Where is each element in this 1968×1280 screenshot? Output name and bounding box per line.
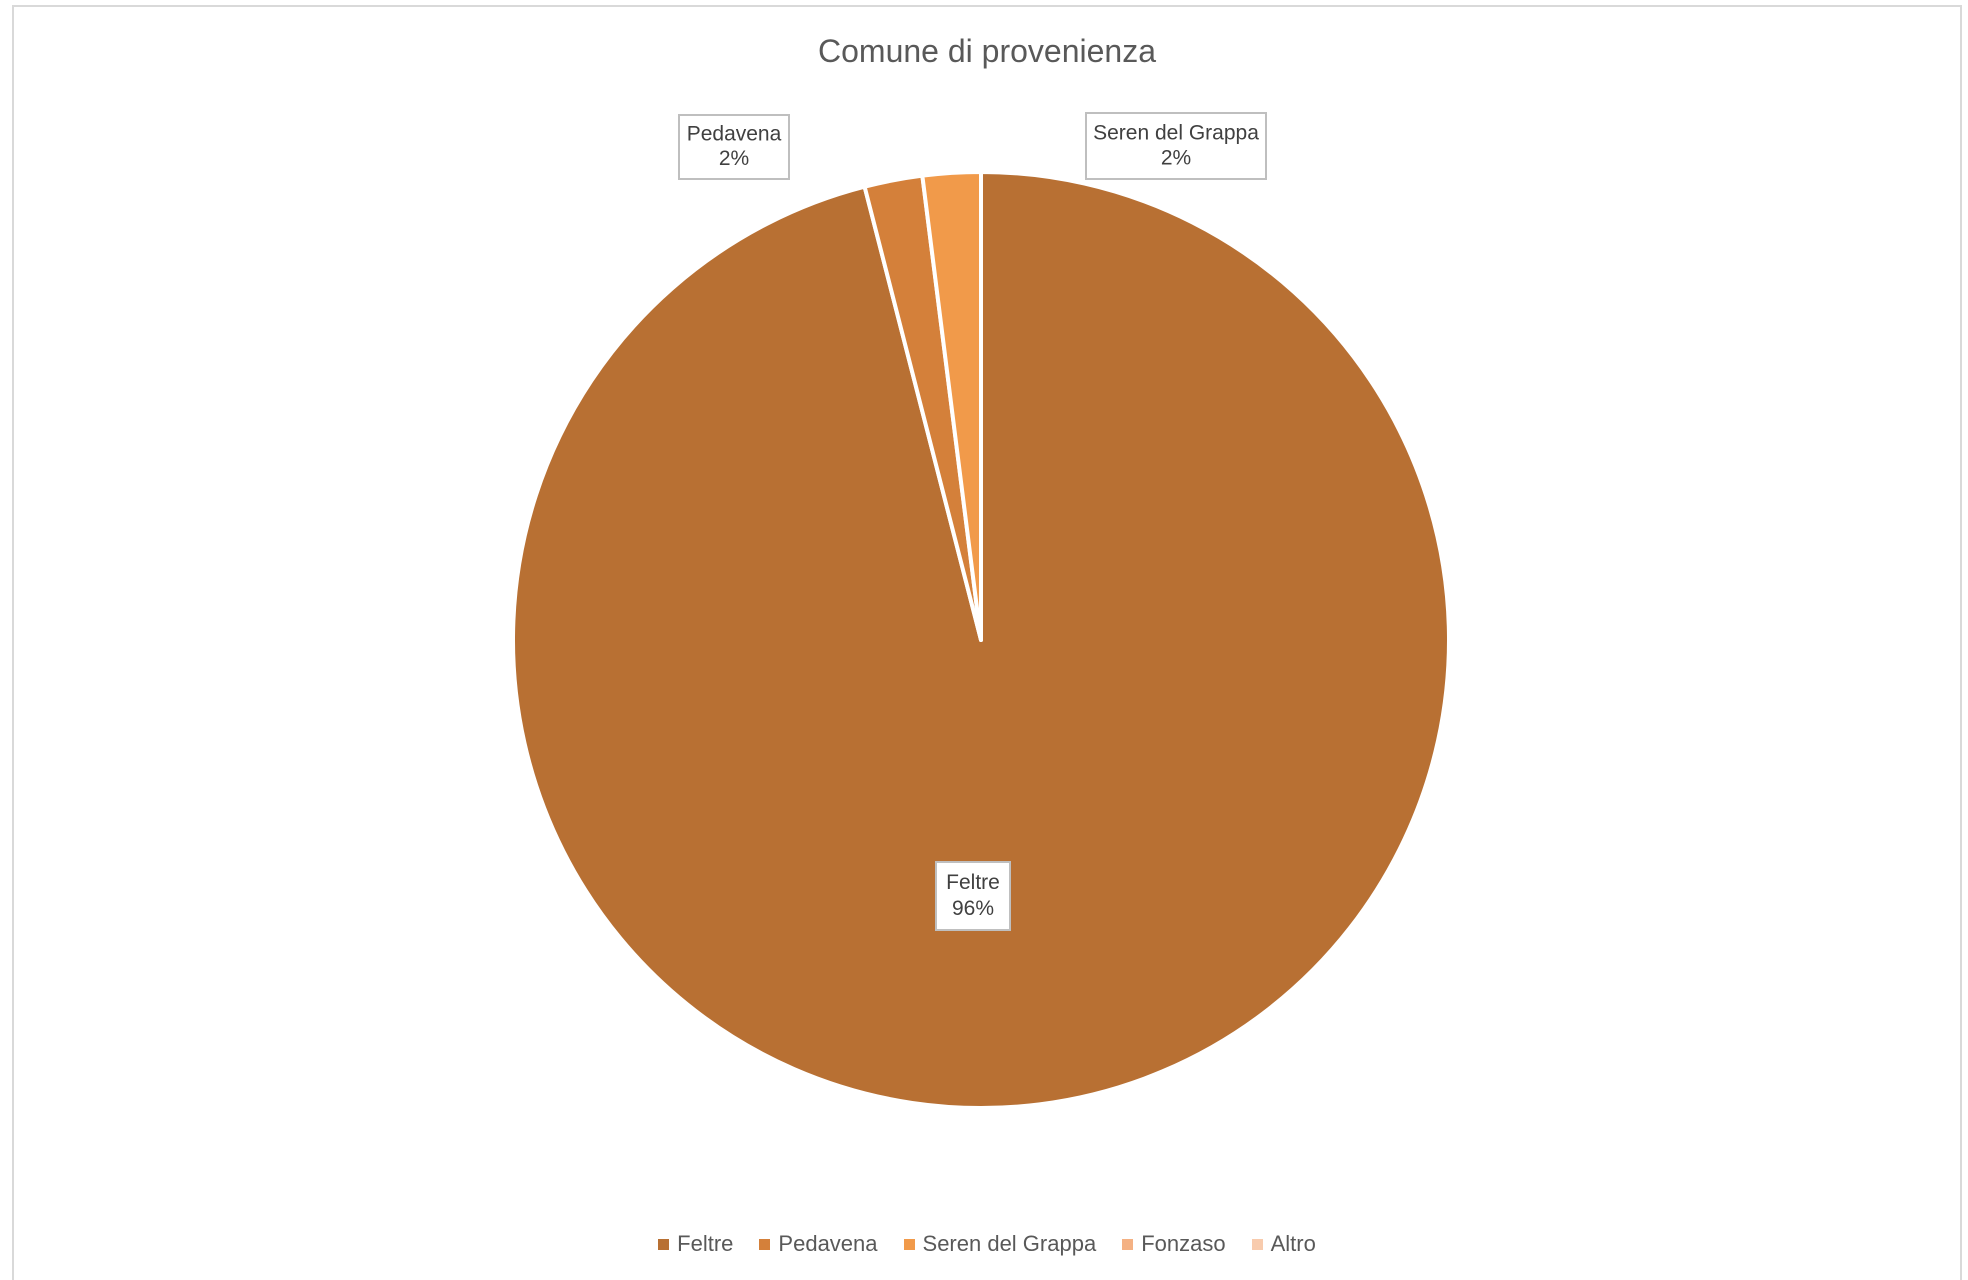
data-label-name-feltre: Feltre <box>946 871 1000 894</box>
data-label-feltre: Feltre 96% <box>935 861 1011 931</box>
legend-label-seren-del-grappa: Seren del Grappa <box>922 1231 1097 1256</box>
legend: Feltre Pedavena Seren del Grappa Fonzaso Alt… <box>14 1231 1960 1257</box>
legend-swatch-feltre <box>658 1238 670 1250</box>
data-label-value-seren-del-grappa: 2% <box>1161 146 1191 169</box>
legend-swatch-pedavena <box>759 1238 771 1250</box>
data-label-value-feltre: 96% <box>952 897 994 920</box>
legend-label-pedavena: Pedavena <box>778 1231 878 1256</box>
legend-label-feltre: Feltre <box>677 1231 734 1256</box>
legend-item-pedavena: Pedavena <box>759 1231 878 1257</box>
legend-label-altro: Altro <box>1270 1231 1316 1256</box>
chart-area: Comune di provenienza Feltre 96% Pedavena 2… <box>12 5 1962 1280</box>
data-label-value-pedavena: 2% <box>719 147 749 170</box>
data-label-name-pedavena: Pedavena <box>687 123 782 146</box>
legend-item-feltre: Feltre <box>658 1231 733 1257</box>
legend-swatch-altro <box>1251 1238 1263 1250</box>
legend-swatch-seren-del-grappa <box>903 1238 915 1250</box>
legend-item-altro: Altro <box>1251 1231 1316 1257</box>
data-label-name-seren-del-grappa: Seren del Grappa <box>1093 121 1259 144</box>
legend-item-fonzaso: Fonzaso <box>1122 1231 1226 1257</box>
legend-swatch-fonzaso <box>1122 1238 1134 1250</box>
pie-slice-seren-del-grappa <box>920 170 983 642</box>
legend-label-fonzaso: Fonzaso <box>1141 1231 1226 1256</box>
legend-item-seren-del-grappa: Seren del Grappa <box>903 1231 1097 1257</box>
chart-title: Comune di provenienza <box>818 33 1156 69</box>
